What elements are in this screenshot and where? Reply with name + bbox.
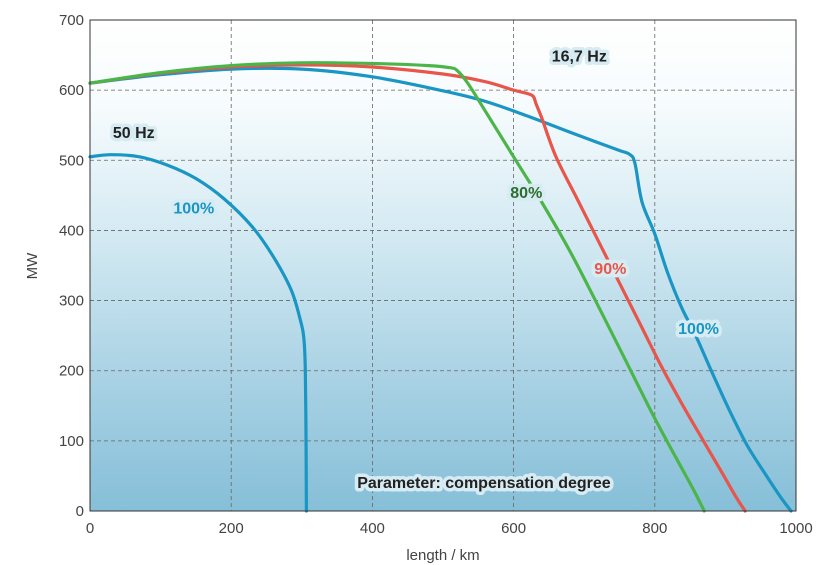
y-tick-label: 100 xyxy=(59,433,84,450)
annotation-halo: 16,7 Hz xyxy=(552,48,607,65)
annotation-label: 100% xyxy=(173,201,214,218)
annotation-label: 90% xyxy=(594,261,626,278)
series-line-16-7-hz-100 xyxy=(88,66,793,513)
x-tick-label: 200 xyxy=(219,520,244,537)
x-tick-label: 400 xyxy=(360,520,385,537)
x-tick-label: 600 xyxy=(501,520,526,537)
plot-background xyxy=(90,20,796,511)
y-tick-label: 200 xyxy=(59,363,84,380)
annotation-label: 80% xyxy=(510,185,542,202)
x-axis-label: length / km xyxy=(406,547,479,564)
annotation-halo: 100% xyxy=(173,201,214,218)
y-tick-label: 0 xyxy=(76,503,84,520)
y-tick-label: 300 xyxy=(59,293,84,310)
tick-labels: 0 200 400 600 800 1000 0 100 200 300 400 500 600 700 xyxy=(59,12,813,537)
series-line-16-7-hz-80 xyxy=(88,61,706,513)
y-tick-label: 400 xyxy=(59,222,84,239)
x-tick-label: 0 xyxy=(86,520,94,537)
annotation-label: Parameter: compensation degree xyxy=(357,475,611,492)
annotation-halo: 90% xyxy=(594,261,626,278)
y-tick-label: 600 xyxy=(59,82,84,99)
annotation-halo: Parameter: compensation degree xyxy=(357,475,611,492)
x-tick-label: 1000 xyxy=(779,520,812,537)
plot-frame xyxy=(89,19,797,512)
annotation-label: 50 Hz xyxy=(113,125,155,142)
series-lines xyxy=(88,61,793,513)
y-tick-label: 500 xyxy=(59,152,84,169)
annotation-halo: 100% xyxy=(678,321,719,338)
series-line-16-7-hz-90 xyxy=(88,63,747,513)
annotation-halo: 50 Hz xyxy=(113,125,155,142)
series-line-50-hz-100 xyxy=(88,153,308,513)
annotation-label: 100% xyxy=(678,321,719,338)
x-tick-label: 800 xyxy=(642,520,667,537)
annotation-label: 16,7 Hz xyxy=(552,48,607,65)
y-axis-label: MW xyxy=(24,252,41,279)
y-tick-label: 700 xyxy=(59,12,84,29)
annotation-halo: 80% xyxy=(510,185,542,202)
